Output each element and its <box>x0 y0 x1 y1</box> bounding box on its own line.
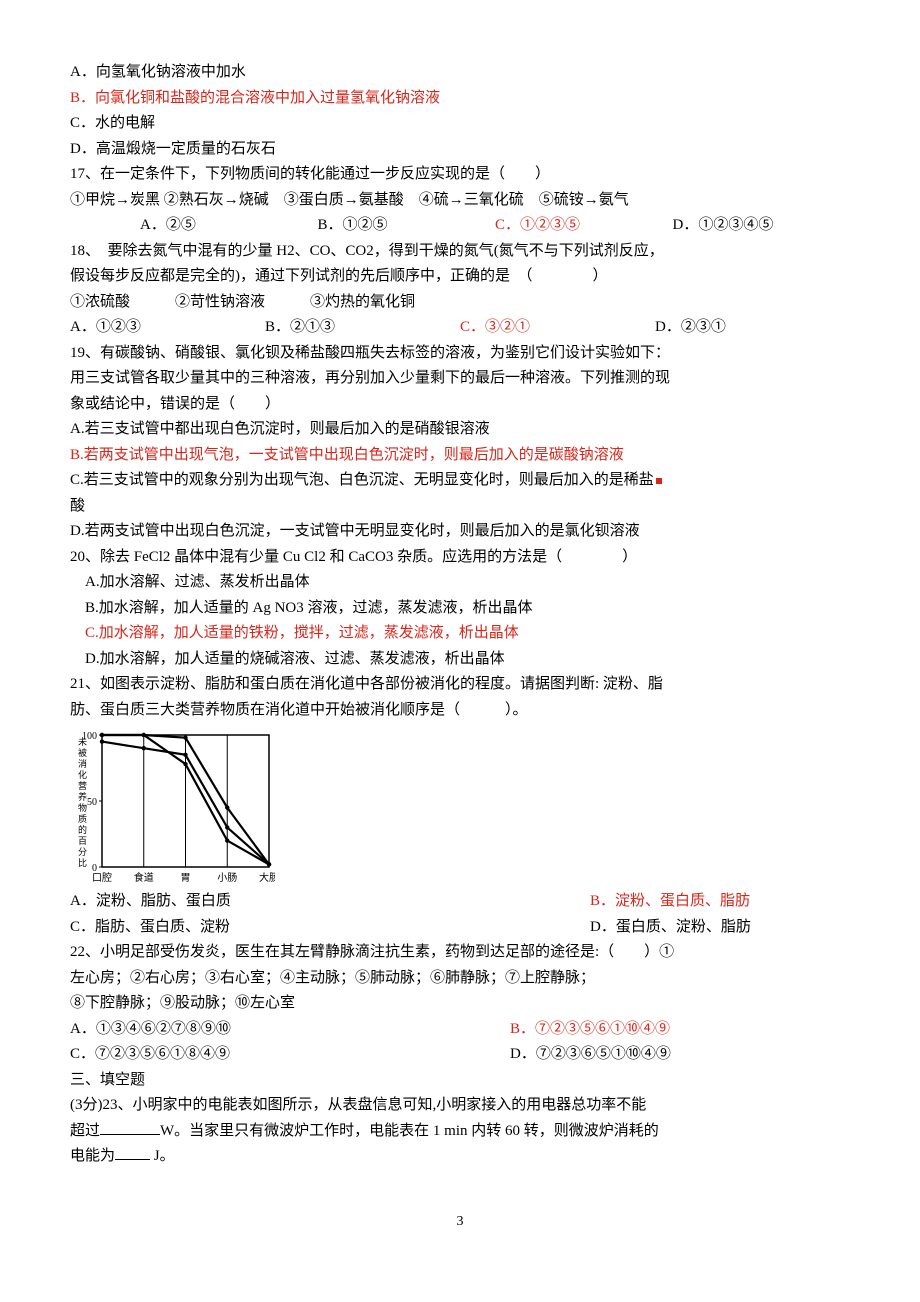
svg-text:分: 分 <box>78 847 87 857</box>
blank-energy <box>115 1144 150 1160</box>
q19-stem3: 象或结论中，错误的是（ ） <box>70 392 850 418</box>
q23-line1: (3分)23、小明家中的电能表如图所示，从表盘信息可知,小明家接入的用电器总功率… <box>70 1093 850 1119</box>
q18-optD: D．②③① <box>655 315 850 341</box>
q23-line2: 超过 W。当家里只有微波炉工作时，电能表在 1 min 内转 60 转，则微波炉消… <box>70 1119 850 1145</box>
q22-stem2: 左心房；②右心房；③右心室；④主动脉；⑤肺动脉；⑥肺静脉；⑦上腔静脉； <box>70 966 850 992</box>
q21-optD: D．蛋白质、淀粉、脂肪 <box>590 915 850 941</box>
q19-optA: A.若三支试管中都出现白色沉淀时，则最后加入的是硝酸银溶液 <box>70 417 850 443</box>
q17-stem: 17、在一定条件下，下列物质间的转化能通过一步反应实现的是（ ） <box>70 162 850 188</box>
q17-optD: D．①②③④⑤ <box>673 213 851 239</box>
svg-text:消: 消 <box>78 758 87 769</box>
q16-optC: C．水的电解 <box>70 111 850 137</box>
q20-optA: A.加水溶解、过滤、蒸发析出晶体 <box>70 570 850 596</box>
q17-line2: ①甲烷→炭黑 ②熟石灰→烧碱 ③蛋白质→氨基酸 ④硫→三氧化硫 ⑤硫铵→氨气 <box>70 188 850 214</box>
q23-line3b: J。 <box>150 1148 175 1164</box>
q17-options: A．②⑤ B．①②⑤ C．①②③⑤ D．①②③④⑤ <box>70 213 850 239</box>
q19-optC1: C.若三支试管中的观象分别为出现气泡、白色沉淀、无明显变化时，则最后加入的是稀盐 <box>70 472 654 488</box>
q23-line2b: W。当家里只有微波炉工作时，电能表在 1 min 内转 60 转，则微波炉消耗的 <box>160 1123 659 1139</box>
q19-optB: B.若两支试管中出现气泡，一支试管中出现白色沉淀时，则最后加入的是碳酸钠溶液 <box>70 443 850 469</box>
digestion-chart: 050100口腔食道胃小肠大肠未被消化营养物质的百分比 <box>70 727 275 887</box>
svg-text:50: 50 <box>87 797 97 808</box>
svg-text:化: 化 <box>78 769 87 780</box>
q21-stem2: 肪、蛋白质三大类营养物质在消化道中开始被消化顺序是（ ）。 <box>70 698 850 724</box>
blank-power <box>100 1119 160 1135</box>
svg-text:未: 未 <box>78 736 87 747</box>
svg-text:小肠: 小肠 <box>217 872 237 884</box>
svg-text:食道: 食道 <box>134 871 154 884</box>
q23-line3: 电能为 J。 <box>70 1144 850 1170</box>
q18-reagents: ①浓硫酸 ②苛性钠溶液 ③灼热的氧化铜 <box>70 290 850 316</box>
q17-optB: B．①②⑤ <box>318 213 496 239</box>
q22-optA: A．①③④⑥②⑦⑧⑨⑩ <box>70 1017 231 1043</box>
q18-stem2: 假设每步反应都是完全的)，通过下列试剂的先后顺序中，正确的是 （ ） <box>70 264 850 290</box>
q18-stem1: 18、 要除去氮气中混有的少量 H2、CO、CO2，得到干燥的氮气(氮气不与下列… <box>70 239 850 265</box>
svg-text:物: 物 <box>78 802 87 813</box>
svg-text:胃: 胃 <box>181 872 191 884</box>
q19-stem2: 用三支试管各取少量其中的三种溶液，再分别加入少量剩下的最后一种溶液。下列推测的现 <box>70 366 850 392</box>
svg-text:百: 百 <box>78 836 87 846</box>
q23-line3a: 电能为 <box>70 1148 115 1164</box>
svg-text:大肠: 大肠 <box>259 871 275 884</box>
q22-optC: C．⑦②③⑤⑥①⑧④⑨ <box>70 1042 230 1068</box>
svg-text:质: 质 <box>78 813 87 824</box>
q22-stem3: ⑧下腔静脉；⑨股动脉；⑩左心室 <box>70 991 850 1017</box>
svg-text:被: 被 <box>78 747 87 758</box>
marker-icon <box>656 478 662 484</box>
q22-optB: B．⑦②③⑤⑥①⑩④⑨ <box>510 1017 850 1043</box>
q22-stem1: 22、小明足部受伤发炎，医生在其左臂静脉滴注抗生素，药物到达足部的途径是:（ ）… <box>70 940 850 966</box>
q22-row1: A．①③④⑥②⑦⑧⑨⑩ B．⑦②③⑤⑥①⑩④⑨ <box>70 1017 850 1043</box>
q20-optC: C.加水溶解，加人适量的铁粉，搅拌，过滤，蒸发滤液，析出晶体 <box>70 621 850 647</box>
q23-line2a: 超过 <box>70 1123 100 1139</box>
q18-optB: B．②①③ <box>265 315 460 341</box>
q20-stem: 20、除去 FeCl2 晶体中混有少量 Cu Cl2 和 CaCO3 杂质。应选… <box>70 545 850 571</box>
q21-stem1: 21、如图表示淀粉、脂肪和蛋白质在消化道中各部份被消化的程度。请据图判断: 淀粉… <box>70 672 850 698</box>
q20-optB: B.加水溶解，加人适量的 Ag NO3 溶液，过滤，蒸发滤液，析出晶体 <box>70 596 850 622</box>
page-number: 3 <box>70 1210 850 1234</box>
section3-title: 三、填空题 <box>70 1068 850 1094</box>
svg-text:养: 养 <box>78 791 87 802</box>
q19-optC: C.若三支试管中的观象分别为出现气泡、白色沉淀、无明显变化时，则最后加入的是稀盐 <box>70 468 850 494</box>
svg-text:的: 的 <box>78 824 87 835</box>
q18-optA: A．①②③ <box>70 315 265 341</box>
svg-text:营: 营 <box>78 780 87 791</box>
q19-optC2: 酸 <box>70 494 850 520</box>
q17-optA: A．②⑤ <box>140 213 318 239</box>
q21-optA: A．淀粉、脂肪、蛋白质 <box>70 889 231 915</box>
svg-text:口腔: 口腔 <box>92 871 112 884</box>
q21-row1: A．淀粉、脂肪、蛋白质 B．淀粉、蛋白质、脂肪 <box>70 889 850 915</box>
q16-optA: A．向氢氧化钠溶液中加水 <box>70 60 850 86</box>
q21-row2: C．脂肪、蛋白质、淀粉 D．蛋白质、淀粉、脂肪 <box>70 915 850 941</box>
q19-stem1: 19、有碳酸钠、硝酸银、氯化钡及稀盐酸四瓶失去标签的溶液，为鉴别它们设计实验如下… <box>70 341 850 367</box>
q16-optD: D．高温煅烧一定质量的石灰石 <box>70 137 850 163</box>
svg-text:比: 比 <box>78 857 87 868</box>
q18-optC: C．③②① <box>460 315 655 341</box>
q16-optB: B．向氯化铜和盐酸的混合溶液中加入过量氢氧化钠溶液 <box>70 86 850 112</box>
q22-row2: C．⑦②③⑤⑥①⑧④⑨ D．⑦②③⑥⑤①⑩④⑨ <box>70 1042 850 1068</box>
q17-optC: C．①②③⑤ <box>495 213 673 239</box>
q21-optC: C．脂肪、蛋白质、淀粉 <box>70 915 230 941</box>
q20-optD: D.加水溶解，加人适量的烧碱溶液、过滤、蒸发滤液，析出晶体 <box>70 647 850 673</box>
q22-optD: D．⑦②③⑥⑤①⑩④⑨ <box>510 1042 850 1068</box>
q19-optD: D.若两支试管中出现白色沉淀，一支试管中无明显变化时，则最后加入的是氯化钡溶液 <box>70 519 850 545</box>
q18-options: A．①②③ B．②①③ C．③②① D．②③① <box>70 315 850 341</box>
q21-optB: B．淀粉、蛋白质、脂肪 <box>590 889 850 915</box>
